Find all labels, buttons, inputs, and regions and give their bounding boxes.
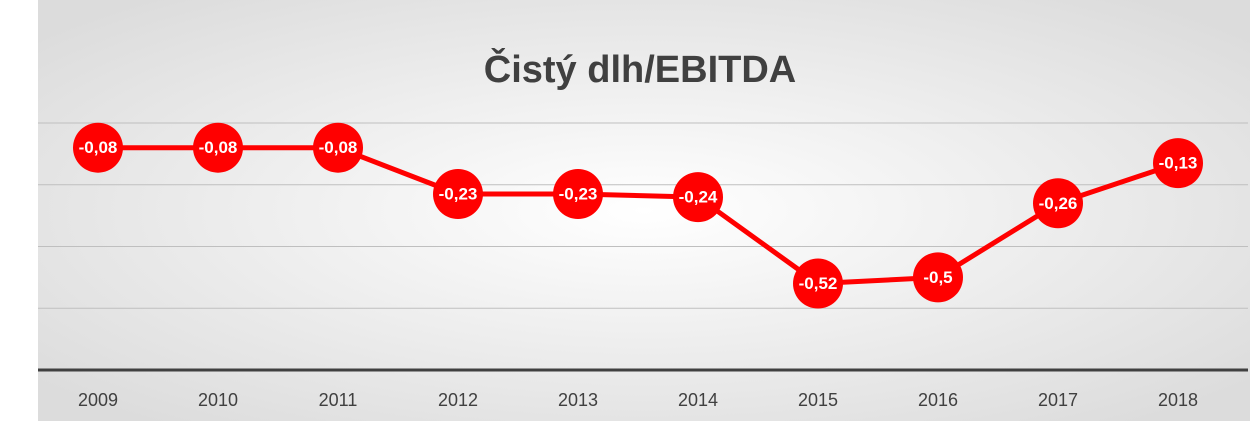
data-point: [553, 169, 603, 220]
data-label: -0,08: [79, 138, 118, 157]
x-tick-label: 2013: [558, 390, 598, 410]
x-tick-label: 2015: [798, 390, 838, 410]
data-point: [313, 122, 363, 173]
data-label: -0,08: [319, 138, 358, 157]
data-label: -0,52: [799, 274, 838, 293]
x-tick-label: 2016: [918, 390, 958, 410]
data-point: [913, 252, 963, 303]
data-point: [433, 169, 483, 220]
data-line: [98, 145, 1179, 287]
data-point: [193, 122, 243, 173]
x-tick-label: 2011: [319, 390, 358, 410]
data-label: -0,5: [923, 268, 952, 287]
data-label: -0,23: [439, 184, 478, 203]
x-tick-label: 2017: [1038, 390, 1078, 410]
data-point: [1153, 138, 1203, 189]
data-point: [1033, 178, 1083, 229]
data-point: [73, 122, 123, 173]
x-tick-label: 2010: [198, 390, 238, 410]
data-label: -0,08: [199, 138, 238, 157]
data-point: [673, 172, 723, 223]
chart-title: Čistý dlh/EBITDA: [484, 46, 796, 91]
x-tick-label: 2009: [78, 390, 118, 410]
data-label: -0,23: [559, 184, 598, 203]
data-label: -0,26: [1039, 194, 1078, 213]
data-point: [793, 258, 843, 309]
data-label: -0,13: [1159, 154, 1198, 173]
data-label: -0,24: [679, 188, 718, 207]
x-tick-label: 2014: [678, 390, 718, 410]
x-tick-label: 2012: [438, 390, 478, 410]
x-tick-label: 2018: [1158, 390, 1198, 410]
